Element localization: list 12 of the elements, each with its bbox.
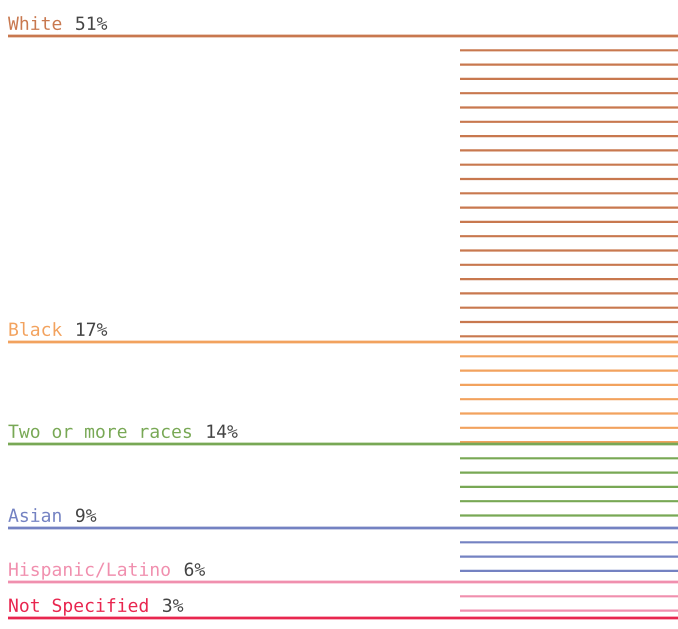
data-label: 17% (77, 322, 108, 336)
data-label: 14% (207, 424, 238, 438)
data-label: 9% (76, 508, 96, 522)
category-label: Asian (8, 508, 61, 522)
data-label: 51% (76, 16, 108, 30)
category-label: Two or more races (8, 424, 192, 438)
data-label: 6% (184, 562, 205, 576)
data-label: 3% (163, 598, 184, 612)
category-label: Hispanic/Latino (9, 562, 170, 580)
category-label: Not Specified (9, 598, 148, 616)
category-label: White (8, 16, 62, 30)
category-label: Black (9, 322, 62, 336)
